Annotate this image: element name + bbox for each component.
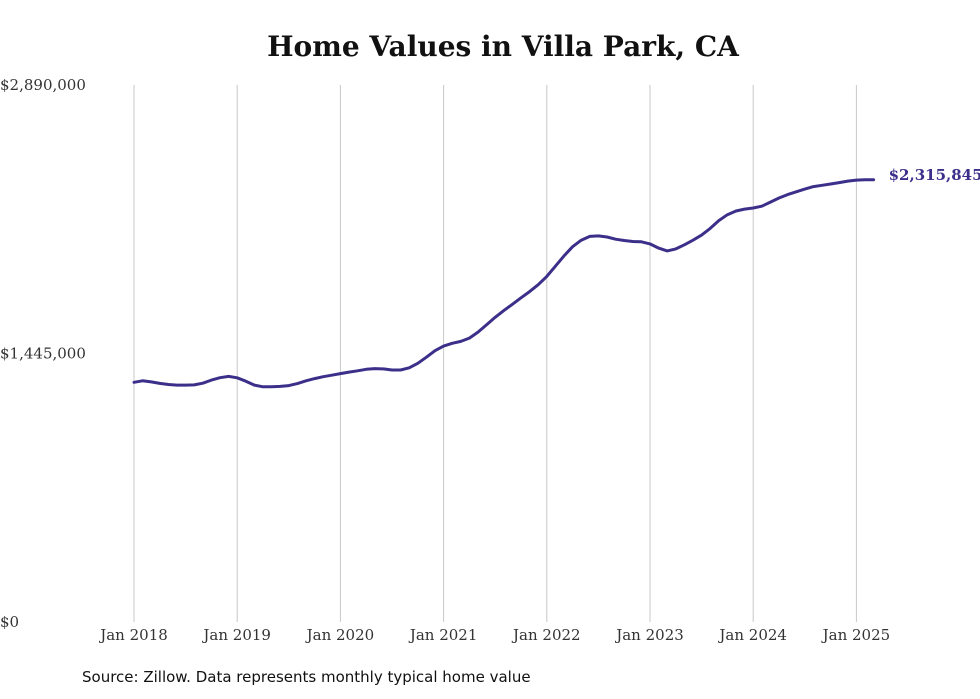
x-tick-label: Jan 2023	[614, 626, 684, 644]
end-value-label: $2,315,845	[889, 166, 980, 184]
x-axis-ticks: Jan 2018 Jan 2019 Jan 2020 Jan 2021 Jan 2022…	[98, 626, 890, 644]
x-tick-label: Jan 2021	[408, 626, 478, 644]
x-tick-label: Jan 2018	[98, 626, 168, 644]
x-tick-label: Jan 2020	[305, 626, 375, 644]
series-layer	[132, 178, 876, 389]
x-tick-label: Jan 2025	[821, 626, 891, 644]
x-tick-label: Jan 2024	[717, 626, 787, 644]
series-line	[132, 178, 876, 389]
y-tick-label: $2,890,000	[0, 76, 86, 94]
y-tick-label: $1,445,000	[0, 345, 86, 363]
grid-layer	[133, 85, 857, 622]
y-axis-ticks: $2,890,000 $1,445,000 $0	[0, 76, 86, 631]
source-note: Source: Zillow. Data represents monthly …	[82, 668, 531, 686]
x-tick-label: Jan 2022	[511, 626, 581, 644]
chart-title: Home Values in Villa Park, CA	[267, 30, 739, 63]
y-tick-label: $0	[0, 613, 19, 631]
x-tick-label: Jan 2019	[201, 626, 271, 644]
